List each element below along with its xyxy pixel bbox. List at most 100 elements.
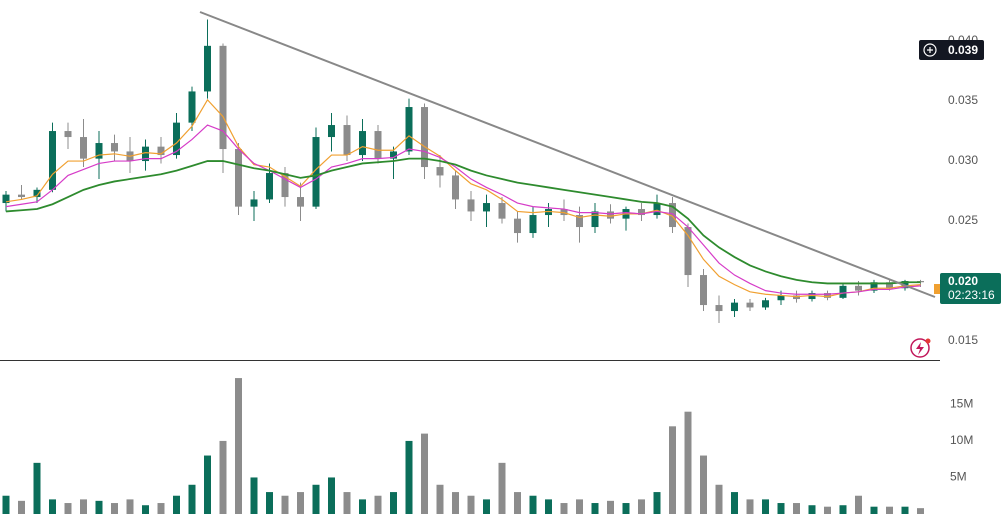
volume-bar (498, 462, 506, 514)
candle-body (405, 107, 413, 152)
candle-body (18, 194, 25, 198)
volume-bar (560, 503, 568, 514)
candle-body (421, 107, 428, 168)
lightning-icon[interactable] (910, 338, 931, 358)
candle-body (824, 293, 831, 298)
last-price-label: 0.020 (948, 274, 978, 288)
candle-body (777, 295, 785, 301)
candle-body (49, 131, 56, 190)
volume-bar (359, 499, 366, 514)
candle-body (607, 211, 614, 219)
volume-bar (653, 492, 661, 514)
volume-tick-label: 10M (950, 433, 973, 447)
volume-bar (33, 462, 41, 514)
candle-body (95, 143, 103, 159)
volume-bar (824, 506, 831, 514)
candle-body (452, 175, 459, 200)
volume-bar (142, 505, 149, 514)
candle-body (33, 189, 41, 198)
dot (925, 338, 931, 344)
volume-bar (452, 492, 459, 514)
volume-bar (746, 499, 754, 514)
y-tick-label: 0.025 (948, 213, 978, 227)
candle-body (467, 199, 475, 212)
volume-bar (576, 499, 583, 514)
volume-bar (870, 506, 878, 514)
volume-bar (607, 500, 614, 514)
candle-body (80, 137, 87, 159)
candle-body (173, 122, 180, 156)
last-price: 0.020 02:23:16 (934, 273, 1001, 304)
volume-bar (297, 492, 304, 514)
candle-body (2, 194, 10, 204)
candle-body (359, 131, 366, 156)
candle-body (436, 167, 444, 176)
volume-bar (855, 495, 862, 514)
marker-box (919, 40, 984, 60)
volume-bar (808, 505, 816, 514)
volume-bar (638, 499, 645, 514)
candle-body (343, 125, 351, 156)
volume-bar (250, 477, 258, 514)
candle-body (390, 151, 397, 159)
candle-body (529, 215, 537, 234)
volume-bar (545, 499, 552, 514)
high-label: 0.039 (948, 43, 978, 57)
volume-bar (157, 503, 165, 514)
volume-bar (95, 500, 103, 514)
bolt (916, 342, 924, 355)
moving-average (5, 157, 921, 285)
volume-bar (374, 495, 382, 514)
volume-bar (715, 484, 723, 514)
candle-body (746, 302, 754, 308)
volume-bar (18, 500, 25, 514)
volume-bar (514, 492, 521, 514)
candle-body (312, 137, 320, 207)
candle-body (669, 203, 676, 228)
volume-bar (762, 499, 769, 514)
high-marker: 0.039 (919, 40, 984, 60)
price-tag-edge (934, 284, 940, 294)
volume-bar (405, 440, 413, 514)
plus-sign (927, 47, 933, 53)
volume-bar (204, 455, 211, 514)
volume-bar (886, 506, 893, 514)
volume-bar (328, 477, 335, 514)
icon-ring (910, 338, 930, 358)
volume-bar (390, 492, 397, 514)
volume-bar (421, 433, 428, 514)
candle-body (514, 218, 521, 234)
candle-body (638, 209, 645, 216)
candle-body (653, 203, 661, 216)
candle-body (762, 300, 769, 308)
candle-body (219, 45, 227, 150)
volume-bar (312, 484, 320, 514)
volume-bar (2, 495, 10, 514)
candle-body (855, 285, 862, 291)
candle-body (591, 211, 599, 228)
candle-body (886, 282, 893, 289)
volume-bar (839, 505, 847, 514)
candle-body (297, 197, 304, 207)
volume-bar (529, 495, 537, 514)
trend-line (199, 11, 936, 298)
moving-average (5, 98, 921, 298)
price-box (940, 273, 1001, 304)
volume-bar (266, 492, 273, 514)
volume-bar (80, 499, 87, 514)
candle-body (328, 125, 335, 138)
candle-body (142, 146, 149, 162)
volume-bar (173, 495, 180, 514)
volume-bar (467, 495, 475, 514)
volume-bar (436, 484, 444, 514)
candle-body (731, 302, 738, 312)
candle-body (235, 149, 242, 207)
volume-bar (49, 499, 56, 514)
candle-body (839, 285, 847, 298)
plus-icon[interactable] (923, 43, 937, 57)
volume-bar (343, 492, 351, 514)
candle-body (483, 203, 490, 212)
volume-tick-label: 15M (950, 397, 973, 411)
volume-bar (483, 499, 490, 514)
volume-bar (669, 426, 676, 514)
